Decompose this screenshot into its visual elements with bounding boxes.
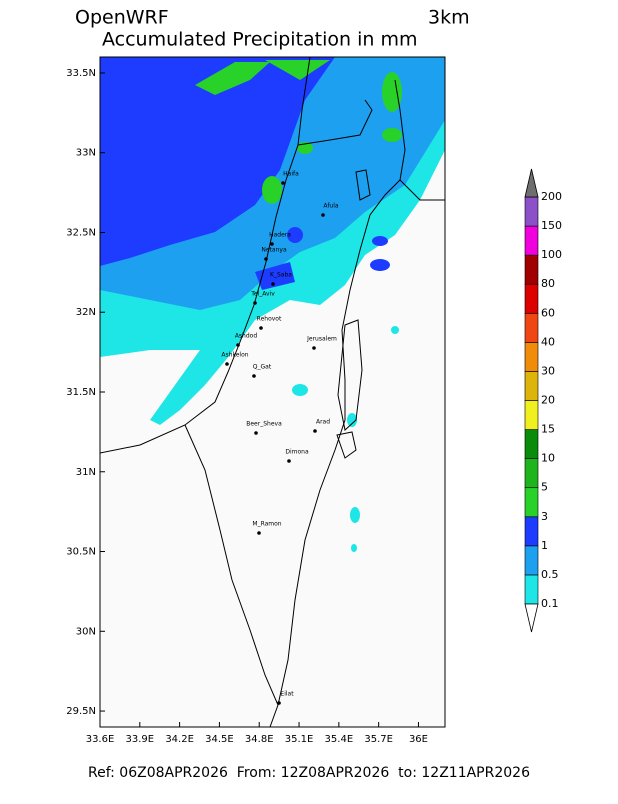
- colorbar-segment: [524, 516, 539, 547]
- colorbar-under: [524, 603, 539, 633]
- city-dot: [236, 343, 240, 347]
- city-label: Eilat: [280, 691, 294, 698]
- city-dot: [254, 431, 258, 435]
- city-label: Hadera: [269, 232, 291, 239]
- city-label: Arad: [316, 419, 330, 426]
- colorbar-label: 80: [541, 277, 555, 290]
- city-label: Jerusalem: [306, 336, 337, 343]
- colorbar-label: 40: [541, 335, 555, 348]
- city-dot: [225, 362, 229, 366]
- city-dot: [271, 282, 275, 286]
- colorbar-segment: [524, 458, 539, 489]
- city-label: Haifa: [283, 171, 299, 178]
- colorbar-label: 150: [541, 219, 562, 232]
- title: Accumulated Precipitation in mm: [102, 29, 418, 51]
- colorbar-segment: [524, 342, 539, 372]
- colorbar-segment: [524, 225, 539, 256]
- colorbar-segment: [524, 371, 539, 401]
- colorbar-segment: [524, 196, 539, 227]
- precip-shading: [100, 57, 445, 552]
- colorbar-label: 15: [541, 423, 555, 436]
- colorbar-over: [524, 168, 539, 198]
- colorbar-segment: [524, 487, 539, 518]
- colorbar-label: 0.1: [541, 597, 559, 610]
- y-tick-label: 29.5N: [66, 706, 96, 717]
- city-label: K_Saba: [270, 272, 292, 279]
- colorbar-label: 30: [541, 364, 555, 377]
- city-label: Netanya: [261, 247, 287, 254]
- colorbar-label: 10: [541, 452, 555, 465]
- y-tick-label: 30.5N: [66, 547, 96, 558]
- resolution: 3km: [428, 7, 470, 29]
- y-tick-label: 31.5N: [66, 387, 96, 398]
- colorbar-label: 5: [541, 481, 548, 494]
- x-tick-label: 36E: [409, 734, 428, 745]
- city-dot: [321, 213, 325, 217]
- city-label: Dimona: [285, 449, 309, 456]
- city-dot: [264, 257, 268, 261]
- x-tick-label: 35.4E: [325, 734, 354, 745]
- y-tick-label: 32.5N: [66, 227, 96, 238]
- city-dot: [287, 459, 291, 463]
- x-tick-label: 34.8E: [245, 734, 274, 745]
- x-tick-label: 34.2E: [165, 734, 194, 745]
- colorbar-label: 100: [541, 248, 562, 261]
- colorbar-segment: [524, 574, 539, 605]
- axes: 33.6E 33.9E 34.2E 34.5E 34.8E 35.1E 35.4E 35.7E…: [66, 68, 428, 745]
- cities: Eilat M_Ramon Dimona Beer_Sheva Arad Q_Gat Ash…: [221, 171, 339, 705]
- city-dot: [257, 531, 261, 535]
- city-dot: [259, 326, 263, 330]
- city-label: Q_Gat: [253, 364, 272, 371]
- borders: [100, 57, 445, 727]
- x-tick-label: 35.1E: [285, 734, 314, 745]
- x-tick-label: 33.9E: [126, 734, 155, 745]
- y-tick-label: 31N: [76, 467, 96, 478]
- y-tick-label: 33N: [76, 148, 96, 159]
- y-tick-label: 32N: [76, 307, 96, 318]
- colorbar-label: 1: [541, 539, 548, 552]
- city-label: Tel_Aviv: [250, 291, 275, 298]
- y-tick-label: 33.5N: [66, 68, 96, 79]
- colorbar-label: 60: [541, 306, 555, 319]
- city-dot: [277, 701, 281, 705]
- city-label: Ashkelon: [221, 352, 248, 359]
- city-label: Afula: [323, 203, 338, 210]
- colorbar: 0.1 0.5 1 3 5 10 15 20 30 40 60 80 100 150 200: [524, 168, 562, 633]
- x-tick-label: 34.5E: [205, 734, 234, 745]
- city-dot: [313, 429, 317, 433]
- x-tick-label: 35.7E: [364, 734, 393, 745]
- city-dot: [312, 346, 316, 350]
- colorbar-label: 3: [541, 510, 548, 523]
- colorbar-segment: [524, 429, 539, 459]
- colorbar-segment: [524, 254, 539, 285]
- colorbar-label: 20: [541, 394, 555, 407]
- city-label: Beer_Sheva: [246, 421, 282, 428]
- y-tick-label: 30N: [76, 626, 96, 637]
- colorbar-label: 200: [541, 190, 562, 203]
- city-dot: [270, 242, 274, 246]
- city-dot: [253, 301, 257, 305]
- city-dot: [252, 374, 256, 378]
- colorbar-segment: [524, 545, 539, 576]
- city-label: M_Ramon: [252, 521, 281, 528]
- model-name: OpenWRF: [75, 7, 169, 29]
- city-dot: [281, 181, 285, 185]
- colorbar-label: 0.5: [541, 568, 559, 581]
- city-label: Ashdod: [235, 333, 258, 340]
- colorbar-segment: [524, 283, 539, 314]
- footer: Ref: 06Z08APR2026 From: 12Z08APR2026 to:…: [88, 765, 530, 781]
- city-label: Rehovot: [257, 316, 282, 323]
- x-tick-label: 33.6E: [86, 734, 115, 745]
- colorbar-segment: [524, 312, 539, 343]
- colorbar-segment: [524, 400, 539, 430]
